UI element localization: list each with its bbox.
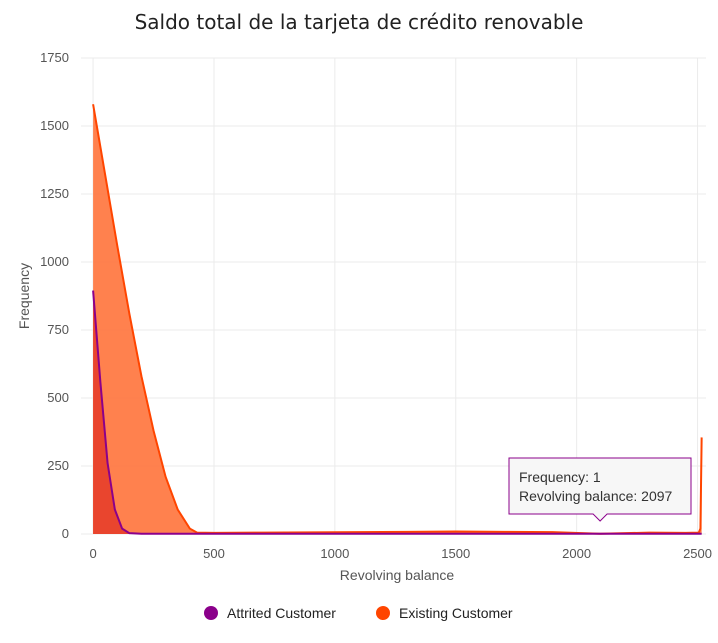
y-axis-title: Frequency (16, 263, 32, 329)
y-tick-label: 750 (47, 322, 69, 337)
existing-customer-area (93, 104, 702, 535)
x-tick-label: 1000 (320, 546, 349, 561)
x-tick-label: 0 (89, 546, 96, 561)
existing-customer-line (92, 104, 703, 535)
tooltip-box (508, 457, 692, 522)
y-tick-label: 1000 (40, 254, 69, 269)
chart-title: Saldo total de la tarjeta de crédito ren… (135, 10, 584, 34)
tooltip-frequency: Frequency: 1 (519, 469, 601, 485)
x-tick-label: 2000 (562, 546, 591, 561)
legend-item-existing-customer[interactable]: Existing Customer (376, 605, 513, 621)
attrited-customer-line (92, 290, 702, 535)
legend-label-attrited-customer: Attrited Customer (227, 605, 336, 621)
legend-marker-existing-customer (376, 606, 390, 620)
y-tick-label: 250 (47, 458, 69, 473)
y-tick-label: 500 (47, 390, 69, 405)
legend-item-attrited-customer[interactable]: Attrited Customer (204, 605, 336, 621)
y-tick-label: 1250 (40, 186, 69, 201)
x-tick-label: 500 (203, 546, 225, 561)
grid (81, 57, 706, 535)
y-tick-label: 1500 (40, 118, 69, 133)
x-axis-title: Revolving balance (340, 567, 455, 583)
x-tick-label: 1500 (441, 546, 470, 561)
legend-marker-attrited-customer (204, 606, 218, 620)
tooltip-balance: Revolving balance: 2097 (519, 488, 673, 504)
y-tick-label: 0 (62, 526, 69, 541)
legend[interactable]: Attrited Customer Existing Customer (204, 605, 513, 621)
x-tick-label: 2500 (683, 546, 712, 561)
legend-label-existing-customer: Existing Customer (399, 605, 513, 621)
y-tick-label: 1750 (40, 50, 69, 65)
series-layer (92, 104, 703, 535)
axes: 0 250 500 750 1000 1250 1500 1750 0 500 1000 1500 20… (40, 50, 712, 561)
tooltip: Frequency: 1 Revolving balance: 2097 (508, 457, 692, 522)
